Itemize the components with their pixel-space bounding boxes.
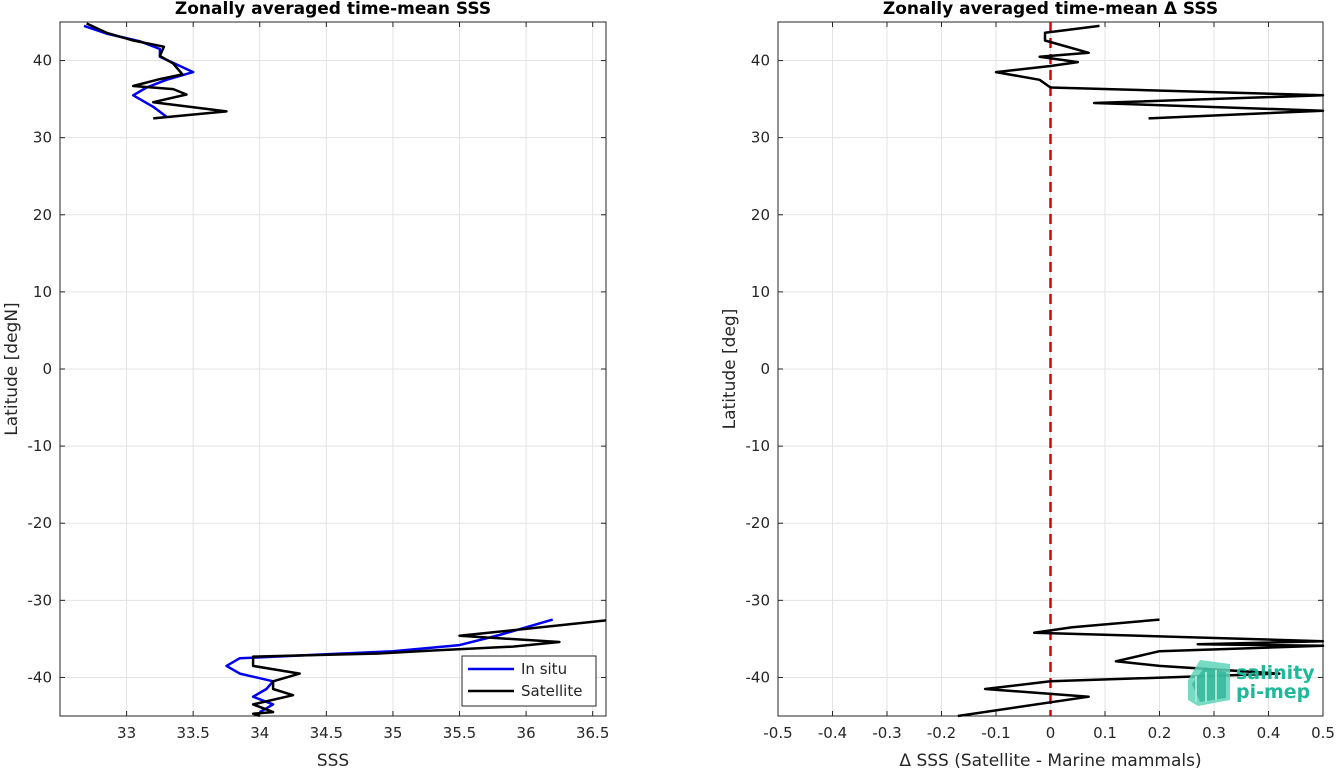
- chart-0-y-tick-label: -10: [28, 437, 53, 455]
- chart-1-x-tick-label: -0.3: [872, 724, 901, 742]
- logo-text-line2: pi-mep: [1236, 681, 1310, 703]
- chart-0-series-1-line: [86, 22, 228, 120]
- chart-1-x-tick-label: 0.4: [1257, 724, 1281, 742]
- chart-1-y-tick-label: -40: [746, 668, 771, 686]
- chart-1-x-tick-label: 0.2: [1148, 724, 1172, 742]
- chart-1-series-0-line: [994, 24, 1325, 120]
- chart-1-y-tick-label: 30: [751, 129, 770, 147]
- chart-0-title: Zonally averaged time-mean SSS: [175, 0, 491, 19]
- chart-0-x-tick-label: 34.5: [310, 724, 343, 742]
- chart-0-y-tick-label: 0: [42, 360, 52, 378]
- chart-1-x-tick-label: 0: [1046, 724, 1056, 742]
- chart-1-y-tick-label: 40: [751, 52, 770, 70]
- chart-0-x-axis-label: SSS: [317, 751, 349, 769]
- chart-1-x-tick-label: -0.1: [981, 724, 1010, 742]
- legend-label-in-situ: In situ: [521, 660, 567, 678]
- chart-1-x-tick-label: 0.3: [1202, 724, 1226, 742]
- chart-1-x-tick-label: -0.4: [818, 724, 847, 742]
- logo-text-line1: salinity: [1236, 662, 1315, 684]
- chart-0-x-tick-label: 33: [117, 724, 136, 742]
- chart-0-x-tick-label: 35.5: [443, 724, 476, 742]
- chart-1-y-tick-label: -20: [746, 514, 771, 532]
- chart-0-y-tick-label: 20: [33, 206, 52, 224]
- chart-0-x-tick-label: 35: [383, 724, 402, 742]
- chart-0-y-tick-label: 10: [33, 283, 52, 301]
- chart-0-series-1-line: [251, 619, 607, 718]
- legend: In situ Satellite: [461, 655, 597, 707]
- chart-0-series-0-line: [225, 618, 554, 714]
- chart-1-x-tick-label: -0.5: [763, 724, 792, 742]
- chart-0-x-tick-label: 33.5: [176, 724, 209, 742]
- chart-1-y-tick-label: -10: [746, 437, 771, 455]
- chart-0-y-tick-label: -40: [28, 668, 53, 686]
- chart-1-x-tick-label: -0.2: [927, 724, 956, 742]
- chart-0-y-tick-label: -20: [28, 514, 53, 532]
- chart-1-y-axis-label: Latitude [deg]: [720, 309, 740, 430]
- chart-1-y-tick-label: 0: [760, 360, 770, 378]
- chart-1-y-tick-label: 10: [751, 283, 770, 301]
- chart-0-y-tick-label: 30: [33, 129, 52, 147]
- chart-0-x-tick-label: 36: [517, 724, 536, 742]
- chart-1-title: Zonally averaged time-mean Δ SSS: [883, 0, 1218, 19]
- chart-0-x-tick-label: 36.5: [576, 724, 609, 742]
- chart-1-series-0-line: [957, 618, 1325, 718]
- panel-delta-sss: -0.5 -0.4 -0.3 -0.2 -0.1 0 0.1 0.2 0.3 0.4 0.5 -40 -…: [720, 0, 1335, 769]
- chart-0-x-tick-label: 34: [250, 724, 269, 742]
- legend-label-satellite: Satellite: [521, 682, 582, 700]
- chart-1-y-tick-label: -30: [746, 591, 771, 609]
- chart-1-y-tick-label: 20: [751, 206, 770, 224]
- chart-0-y-tick-label: -30: [28, 591, 53, 609]
- chart-1-x-tick-label: 0.1: [1093, 724, 1117, 742]
- chart-1-x-tick-label: 0.5: [1311, 724, 1335, 742]
- salinity-pi-mep-logo: salinity pi-mep: [1188, 660, 1315, 706]
- chart-0-series-0-line: [83, 24, 195, 118]
- chart-1-x-axis-label: Δ SSS (Satellite - Marine mammals): [899, 751, 1201, 769]
- chart-0-y-tick-label: 40: [33, 52, 52, 70]
- panel-sss: 33 33.5 34 34.5 35 35.5 36 36.5 -40 -30 -20 -10 0 10 2…: [2, 0, 609, 769]
- chart-0-y-axis-label: Latitude [degN]: [2, 302, 22, 435]
